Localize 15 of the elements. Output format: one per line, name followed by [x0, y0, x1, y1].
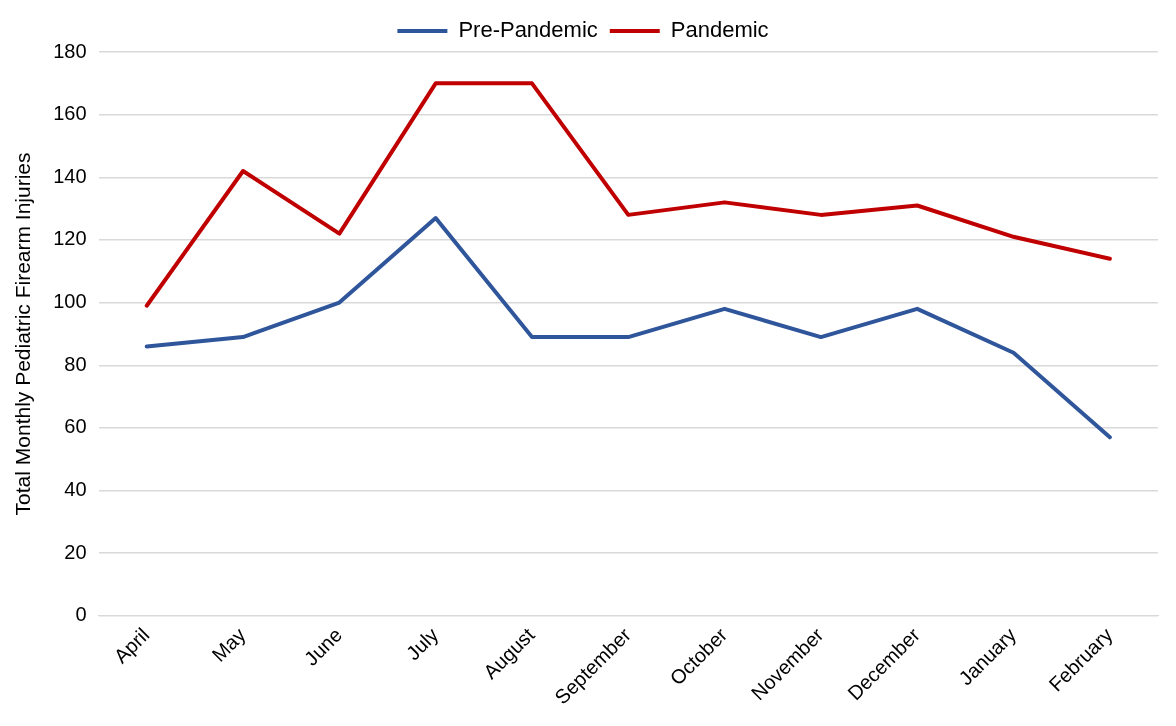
x-tick-label: July	[401, 623, 443, 665]
y-tick-label: 140	[53, 164, 87, 187]
y-tick-label: 60	[64, 415, 87, 438]
legend-label: Pre-Pandemic	[458, 17, 598, 43]
y-tick-label: 20	[64, 540, 87, 563]
x-tick-label: May	[207, 623, 250, 666]
y-tick-label: 0	[75, 603, 87, 626]
y-axis-title: Total Monthly Pediatric Firearm Injuries	[11, 152, 35, 516]
legend-label: Pandemic	[670, 17, 769, 43]
y-tick-label: 40	[64, 478, 87, 501]
y-tick-label: 100	[53, 290, 87, 313]
y-tick-label: 120	[53, 227, 87, 250]
y-tick-label: 180	[53, 39, 87, 62]
y-tick-label: 160	[53, 102, 87, 125]
y-tick-label: 80	[64, 352, 87, 375]
